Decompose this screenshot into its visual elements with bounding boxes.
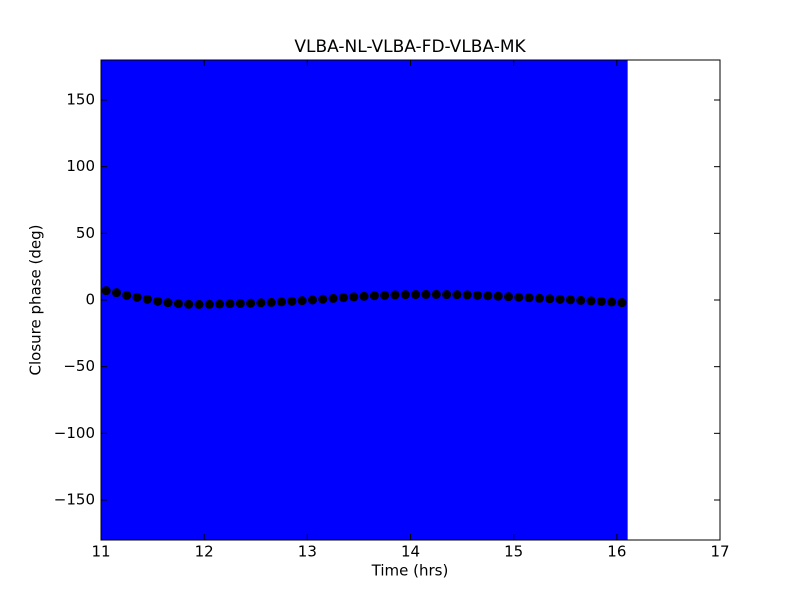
data-point xyxy=(132,292,142,302)
data-point xyxy=(246,298,256,308)
data-point xyxy=(576,295,586,305)
data-point xyxy=(173,299,183,309)
data-point xyxy=(163,298,173,308)
data-point xyxy=(204,299,214,309)
data-point xyxy=(473,290,483,300)
data-point xyxy=(524,293,534,303)
data-point xyxy=(534,293,544,303)
data-point xyxy=(142,294,152,304)
chart-title: VLBA-NL-VLBA-FD-VLBA-MK xyxy=(294,37,526,57)
data-point xyxy=(555,294,565,304)
x-tick-label: 12 xyxy=(195,543,214,561)
data-point xyxy=(318,294,328,304)
data-point xyxy=(411,290,421,300)
data-point xyxy=(111,288,121,298)
data-point xyxy=(101,286,111,296)
x-tick-label: 15 xyxy=(504,543,523,561)
data-point xyxy=(122,290,132,300)
y-tick-label: 0 xyxy=(85,291,95,309)
y-tick-label: 100 xyxy=(66,157,95,175)
data-point xyxy=(545,294,555,304)
data-point xyxy=(184,299,194,309)
data-point xyxy=(328,293,338,303)
data-point xyxy=(153,296,163,306)
y-tick-label: 150 xyxy=(66,91,95,109)
data-point xyxy=(215,299,225,309)
x-axis-label: Time (hrs) xyxy=(371,562,449,580)
data-point xyxy=(442,290,452,300)
data-point xyxy=(380,290,390,300)
y-tick-label: −50 xyxy=(63,357,95,375)
y-axis-label: Closure phase (deg) xyxy=(27,225,45,376)
axes: 11 12 13 14 15 16 17 −150 −100 −50 0 50 100 150 xyxy=(54,60,730,561)
data-point xyxy=(225,299,235,309)
y-tick-label: −150 xyxy=(54,491,95,509)
data-point xyxy=(617,298,627,308)
data-point xyxy=(565,295,575,305)
data-point xyxy=(504,292,514,302)
data-point xyxy=(359,291,369,301)
x-tick-label: 17 xyxy=(710,543,729,561)
data-point xyxy=(287,296,297,306)
data-point xyxy=(493,291,503,301)
x-tick-label: 13 xyxy=(298,543,317,561)
data-point xyxy=(338,293,348,303)
data-point xyxy=(607,297,617,307)
data-point xyxy=(596,296,606,306)
data-point xyxy=(452,290,462,300)
data-point xyxy=(369,291,379,301)
data-point xyxy=(266,297,276,307)
x-tick-label: 14 xyxy=(401,543,420,561)
data-point xyxy=(431,289,441,299)
x-tick-label: 16 xyxy=(607,543,626,561)
data-point xyxy=(586,296,596,306)
data-point xyxy=(277,297,287,307)
x-tick-label: 11 xyxy=(91,543,110,561)
data-point xyxy=(297,296,307,306)
data-point xyxy=(194,299,204,309)
data-point xyxy=(483,291,493,301)
data-point xyxy=(390,290,400,300)
y-tick-label: 50 xyxy=(76,224,95,242)
data-point xyxy=(400,290,410,300)
data-point xyxy=(462,290,472,300)
data-point xyxy=(514,292,524,302)
plot-area xyxy=(101,60,628,540)
data-point xyxy=(421,289,431,299)
data-point xyxy=(307,295,317,305)
data-point xyxy=(349,292,359,302)
data-point xyxy=(235,298,245,308)
data-point xyxy=(256,298,266,308)
y-tick-label: −100 xyxy=(54,424,95,442)
